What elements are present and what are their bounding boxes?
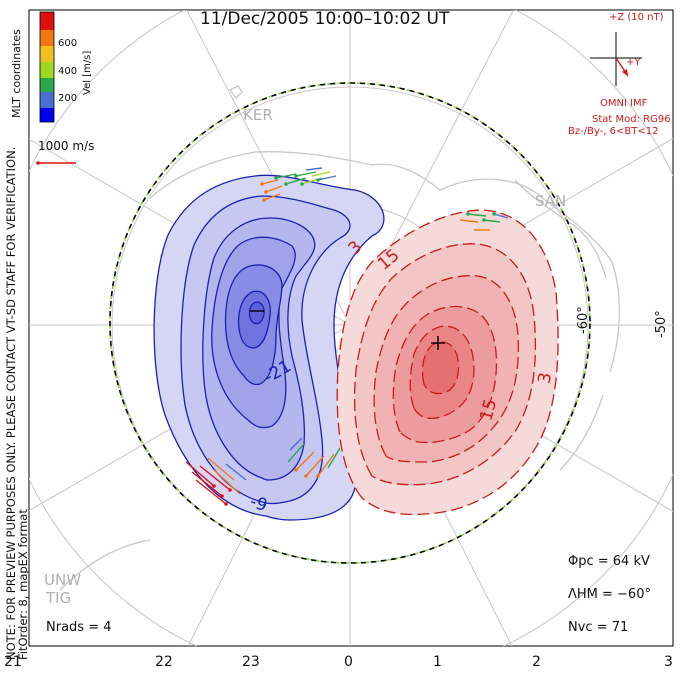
colorbar-label: Vel [m/s] (82, 50, 93, 95)
coordinates-label: MLT coordinates (10, 29, 23, 118)
velocity-vectors-dawn (459, 212, 509, 231)
dawn-convection-cell (336, 209, 559, 516)
colorbar-tick-400: 400 (58, 66, 78, 77)
reference-vector (36, 161, 76, 165)
vector-count: Nvc = 71 (568, 620, 629, 635)
station-label-tig: TIG (46, 589, 72, 607)
potential-maximum-marker (431, 336, 445, 350)
radar-count: Nrads = 4 (46, 620, 112, 635)
dusk-convection-cell (153, 174, 385, 521)
map-title: 11/Dec/2005 10:00–10:02 UT (200, 9, 450, 29)
mlt-tick-0: 0 (344, 654, 353, 670)
mlt-tick-1: 1 (433, 654, 442, 670)
station-label-ker: KER (243, 106, 273, 124)
latitude-label-60: -60° (576, 306, 591, 334)
mlt-tick-2: 2 (532, 654, 541, 670)
velocity-vectors-north (260, 167, 337, 202)
reference-vector-label: 1000 m/s (38, 139, 95, 153)
colorbar-tick-200: 200 (58, 93, 78, 104)
imf-z-label: +Z (10 nT) (609, 12, 664, 23)
hmb-points (109, 82, 591, 564)
mlt-tick-23: 23 (242, 654, 260, 670)
station-label-san: SAN (535, 192, 567, 210)
mlt-tick-21: 21 (4, 654, 22, 670)
mlt-tick-22: 22 (155, 654, 173, 670)
fit-order: FitOrder: 8, mapEX format (16, 509, 30, 660)
colorbar-tick-600: 600 (58, 38, 78, 49)
cross-polar-cap-potential: Φpc = 64 kV (568, 554, 650, 569)
station-label-unw: UNW (44, 571, 82, 589)
velocity-colorbar (39, 11, 55, 123)
latitude-label-50: -50° (654, 310, 669, 338)
imf-source: OMNI IMF (600, 98, 648, 109)
stat-model: Stat Mod: RG96 (592, 114, 671, 125)
imf-condition: Bz-/By-, 6<BT<12 (568, 126, 659, 137)
mlt-tick-3: 3 (664, 654, 673, 670)
hmb-latitude: ΛHM = −60° (568, 587, 651, 602)
imf-y-label: +Y (626, 57, 641, 68)
velocity-vectors-midnight (185, 437, 341, 506)
imf-clock (590, 32, 642, 86)
